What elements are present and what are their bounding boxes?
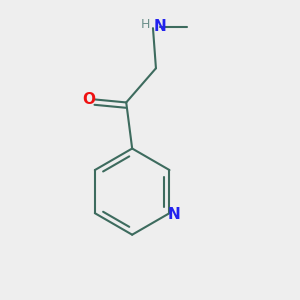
Text: N: N [154,19,167,34]
Text: H: H [141,18,150,31]
Text: N: N [168,207,180,222]
Text: O: O [82,92,95,107]
